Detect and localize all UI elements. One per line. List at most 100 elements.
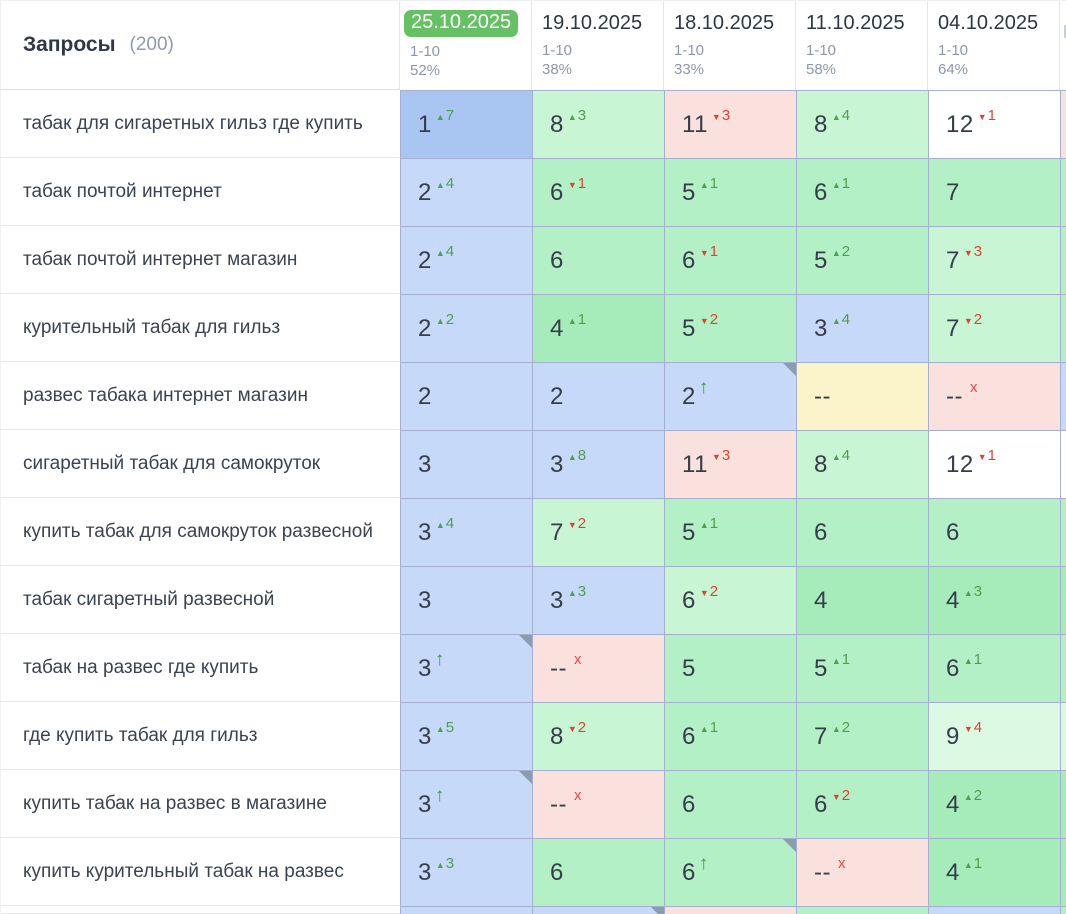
position-value: 4 bbox=[550, 314, 564, 342]
query-text: купить табак на развес в магазине bbox=[23, 793, 327, 814]
down-triangle-icon: ▼ bbox=[963, 723, 973, 734]
rank-change-delta: 5 bbox=[445, 718, 455, 736]
rank-change-delta: 3 bbox=[721, 106, 731, 124]
position-cell: 2 ▲4 bbox=[400, 226, 532, 294]
rank-down-indicator: ▼1 bbox=[568, 175, 586, 193]
rank-change-delta: 4 bbox=[445, 242, 455, 260]
rank-down-indicator: ▼2 bbox=[568, 719, 586, 737]
position-value: 11 bbox=[682, 450, 708, 478]
rank-change-delta: 1 bbox=[709, 174, 719, 192]
date-column-header[interactable]: 04.10.2025 1-10 64% bbox=[928, 1, 1060, 90]
rank-change-delta: 3 bbox=[973, 582, 983, 600]
dropped-x-icon: x bbox=[969, 379, 978, 396]
position-cell: 6 ▼1 bbox=[532, 158, 664, 226]
up-triangle-icon: ▲ bbox=[831, 111, 841, 122]
position-cell bbox=[796, 906, 928, 914]
position-cell: 5 ▲1 bbox=[796, 634, 928, 702]
table-body: табак для сигаретных гильз где купить 1 ▲7… bbox=[0, 90, 1066, 914]
up-triangle-icon: ▲ bbox=[831, 451, 841, 462]
position-value: 6 bbox=[682, 246, 696, 274]
position-cell: 6 bbox=[532, 838, 664, 906]
table-row: где купить табак для гильз 3 ▲5 8 ▼2 6 ▲1 7 ▲2 9 ▼… bbox=[0, 702, 1066, 770]
up-triangle-icon: ▲ bbox=[831, 723, 841, 734]
partial-column-cell bbox=[1060, 430, 1066, 498]
returned-up-arrow-icon: ↑ bbox=[698, 852, 709, 874]
cell-note-corner-icon bbox=[651, 907, 664, 914]
rank-change-delta: 2 bbox=[577, 718, 587, 736]
position-cell: -- x bbox=[796, 838, 928, 906]
partial-column-cell bbox=[1060, 158, 1066, 226]
position-value: 1 bbox=[418, 110, 432, 138]
position-cell: 6 bbox=[532, 226, 664, 294]
down-triangle-icon: ▼ bbox=[567, 179, 577, 190]
rank-change-delta: 1 bbox=[577, 310, 587, 328]
rank-up-indicator: ▲2 bbox=[436, 311, 454, 329]
rank-change-delta: 1 bbox=[709, 514, 719, 532]
date-label[interactable]: 19.10.2025 bbox=[542, 12, 643, 34]
rank-change-delta: 4 bbox=[841, 106, 851, 124]
date-label[interactable]: 18.10.2025 bbox=[674, 12, 775, 34]
position-cell: 6 ▼2 bbox=[796, 770, 928, 838]
position-value: 4 bbox=[946, 790, 960, 818]
date-label[interactable]: 11.10.2025 bbox=[806, 12, 905, 34]
position-value: 5 bbox=[682, 518, 696, 546]
position-value: 3 bbox=[418, 858, 432, 886]
queries-title: Запросы bbox=[23, 33, 116, 56]
partial-column-cell bbox=[1060, 770, 1066, 838]
query-cell[interactable]: табак на развес где купить bbox=[0, 634, 400, 702]
down-triangle-icon: ▼ bbox=[699, 587, 709, 598]
position-value: -- bbox=[814, 858, 831, 886]
rank-up-indicator: ▲3 bbox=[436, 855, 454, 873]
down-triangle-icon: ▼ bbox=[977, 451, 987, 462]
position-cell: 3 bbox=[400, 430, 532, 498]
position-cell: 6 ▲1 bbox=[928, 634, 1060, 702]
position-value: 3 bbox=[550, 450, 564, 478]
partial-column-cell bbox=[1060, 566, 1066, 634]
up-triangle-icon: ▲ bbox=[435, 723, 445, 734]
partial-column-cell bbox=[1060, 294, 1066, 362]
rank-down-indicator: ▼4 bbox=[964, 719, 982, 737]
query-cell[interactable]: где купить табак для гильз bbox=[0, 702, 400, 770]
position-cell: 4 ▲1 bbox=[928, 838, 1060, 906]
date-column-header[interactable]: 25.10.2025 1-10 52% bbox=[400, 1, 532, 90]
rank-down-indicator: ▼1 bbox=[978, 107, 996, 125]
query-cell[interactable]: табак почтой интернет bbox=[0, 158, 400, 226]
query-text: табак для сигаретных гильз где купить bbox=[23, 113, 363, 134]
query-cell bbox=[0, 906, 400, 914]
date-column-header[interactable]: 11.10.2025 1-10 58% bbox=[796, 1, 928, 90]
query-cell[interactable]: развес табака интернет магазин bbox=[0, 362, 400, 430]
query-cell[interactable]: табак сигаретный развесной bbox=[0, 566, 400, 634]
up-triangle-icon: ▲ bbox=[567, 451, 577, 462]
date-badge-active[interactable]: 25.10.2025 bbox=[404, 10, 519, 37]
rank-change-delta: 2 bbox=[973, 786, 983, 804]
up-triangle-icon: ▲ bbox=[435, 315, 445, 326]
up-triangle-icon: ▲ bbox=[963, 859, 973, 870]
rank-down-indicator: ▼3 bbox=[712, 447, 730, 465]
date-column-header[interactable]: 19.10.2025 1-10 38% bbox=[532, 1, 664, 90]
query-cell[interactable]: курительный табак для гильз bbox=[0, 294, 400, 362]
down-triangle-icon: ▼ bbox=[963, 247, 973, 258]
date-column-header[interactable]: 18.10.2025 1-10 33% bbox=[664, 1, 796, 90]
query-cell[interactable]: сигаретный табак для самокруток bbox=[0, 430, 400, 498]
query-cell[interactable]: купить табак на развес в магазине bbox=[0, 770, 400, 838]
query-cell[interactable]: купить табак для самокруток развесной bbox=[0, 498, 400, 566]
rank-change-delta: 1 bbox=[841, 174, 851, 192]
table-row: сигаретный табак для самокруток 3 3 ▲8 11 ▼3 8… bbox=[0, 430, 1066, 498]
position-cell: 6 bbox=[928, 498, 1060, 566]
query-text: купить курительный табак на развес bbox=[23, 861, 344, 882]
position-cell: 8 ▲3 bbox=[532, 90, 664, 158]
returned-up-arrow-icon: ↑ bbox=[698, 376, 709, 398]
date-label[interactable]: 04.10.2025 bbox=[938, 12, 1039, 34]
query-cell[interactable]: табак для сигаретных гильз где купить bbox=[0, 90, 400, 158]
position-value: 6 bbox=[682, 722, 696, 750]
top10-percent: 38% bbox=[542, 61, 573, 78]
query-cell[interactable]: табак почтой интернет магазин bbox=[0, 226, 400, 294]
query-cell[interactable]: купить курительный табак на развес bbox=[0, 838, 400, 906]
table-row: табак сигаретный развесной 3 3 ▲3 6 ▼2 4 4 ▲3 bbox=[0, 566, 1066, 634]
position-value: 12 bbox=[946, 110, 974, 138]
position-value: 6 bbox=[946, 518, 960, 546]
query-text: купить табак для самокруток развесной bbox=[23, 521, 373, 542]
position-cell: 2 ▲2 bbox=[400, 294, 532, 362]
position-cell: 3 ▲3 bbox=[532, 566, 664, 634]
table-row: купить курительный табак на развес 3 ▲3 6 6 ↑… bbox=[0, 838, 1066, 906]
